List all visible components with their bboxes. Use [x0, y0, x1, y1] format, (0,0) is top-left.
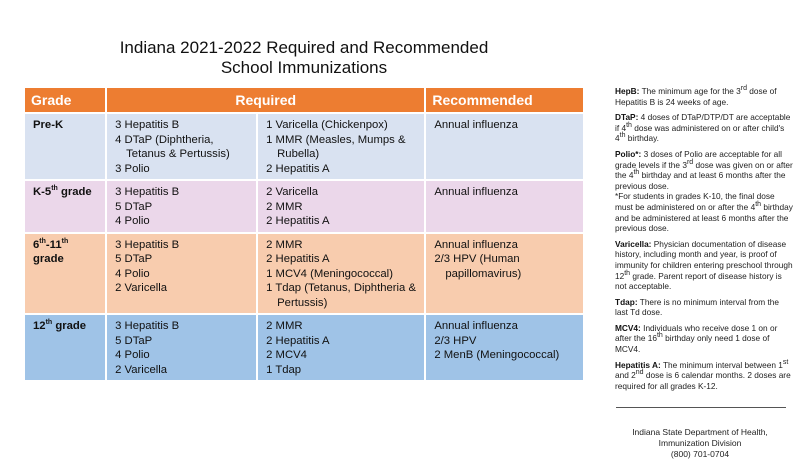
table-header-row: Grade Required Recommended [22, 86, 585, 114]
vaccine-item: 1 MMR (Measles, Mumps & Rubella) [266, 133, 406, 161]
vaccine-item: 2 Hepatitis A [266, 215, 330, 227]
vaccine-item: Annual influenza [434, 186, 518, 198]
footnote: Polio*: 3 doses of Polio are acceptable … [615, 148, 793, 234]
vaccine-item: 2 Hepatitis A [266, 162, 330, 175]
grade-cell: 12th grade [22, 313, 108, 382]
header-required: Required [105, 86, 427, 114]
header-grade: Grade [22, 86, 108, 114]
vaccine-item: 4 DTaP (Diphtheria, Tetanus & Pertussis) [115, 133, 230, 161]
footnote-label: DTaP: [615, 112, 639, 123]
vaccine-item: 2 Varicella [115, 282, 168, 294]
footer-line-2: Immunization Division [658, 438, 742, 448]
divider [616, 407, 786, 408]
vaccine-item: 4 Polio [115, 215, 150, 227]
vaccine-item: 2 MMR [266, 320, 303, 332]
vaccine-item: 5 DTaP [115, 200, 153, 213]
footer-line-1: Indiana State Department of Health, [632, 427, 768, 437]
required-cell: 3 Hepatitis B 4 DTaP (Diphtheria, Tetanus… [105, 112, 259, 181]
table-row: 12th grade 3 Hepatitis B 5 DTaP 4 Polio 2 Va… [22, 313, 585, 382]
vaccine-item: 3 Hepatitis B [115, 238, 180, 251]
required-cell: 3 Hepatitis B 5 DTaP 4 Polio 2 Varicella [105, 313, 259, 382]
footnote: DTaP: 4 doses of DTaP/DTP/DT are accepta… [615, 112, 791, 144]
vaccine-item: 3 Hepatitis B [115, 119, 180, 131]
footnote-label: Tdap: [615, 296, 638, 307]
footnote-label: Polio*: [615, 148, 642, 159]
vaccine-item: 4 Polio [115, 267, 150, 280]
vaccine-item: 2 MCV4 [266, 349, 307, 361]
vaccine-item: 3 Polio [115, 162, 150, 175]
footnote: Varicella: Physician documentation of di… [615, 238, 793, 292]
vaccine-item: 2/3 HPV [434, 334, 477, 347]
grade-cell: 6th-11th grade [22, 231, 108, 315]
page-title: Indiana 2021-2022 Required and Recommend… [23, 38, 585, 78]
footer: Indiana State Department of Health, Immu… [605, 427, 795, 460]
grade-cell: K-5th grade [22, 179, 108, 234]
required-cell: 3 Hepatitis B 5 DTaP 4 Polio 2 Varicella [105, 231, 259, 315]
footnote: Tdap: There is no minimum interval from … [615, 296, 779, 318]
footer-line-3: (800) 701-0704 [670, 449, 730, 459]
grade-cell: Pre-K [22, 112, 108, 181]
recommended-cell: Annual influenza 2/3 HPV (Human papilloma… [424, 231, 585, 315]
vaccine-item: 2 Varicella [115, 363, 168, 376]
recommended-cell: Annual influenza 2/3 HPV 2 MenB (Meningoco… [424, 313, 585, 382]
vaccine-item: 2 MenB (Meningococcal) [434, 349, 560, 361]
required-cell: 2 MMR 2 Hepatitis A 1 MCV4 (Meningococcal)… [256, 231, 427, 315]
vaccine-item: 3 Hepatitis B [115, 320, 180, 332]
vaccine-item: 2 Varicella [266, 186, 319, 198]
footnotes: HepB: The minimum age for the 3rd dose o… [615, 85, 793, 396]
footnote-label: Hepatitis A: [615, 359, 661, 370]
vaccine-item: 2/3 HPV (Human papillomavirus) [434, 253, 522, 280]
required-cell: 1 Varicella (Chickenpox) 1 MMR (Measles, … [256, 112, 427, 181]
vaccine-item: 2 Hepatitis A [266, 334, 330, 347]
recommended-cell: Annual influenza [424, 112, 585, 181]
table-row: K-5th grade 3 Hepatitis B 5 DTaP 4 Polio 2 V… [22, 179, 585, 234]
required-cell: 2 MMR 2 Hepatitis A 2 MCV4 1 Tdap [256, 313, 427, 382]
required-cell: 3 Hepatitis B 5 DTaP 4 Polio [105, 179, 259, 234]
immunization-table: Grade Required Recommended Pre-K 3 Hepati… [22, 86, 585, 382]
table-row: 6th-11th grade 3 Hepatitis B 5 DTaP 4 Polio… [22, 231, 585, 315]
footnote-label: Varicella: [615, 238, 652, 249]
vaccine-item: 1 Tdap (Tetanus, Diphtheria & Pertussis) [266, 282, 417, 309]
vaccine-item: 5 DTaP [115, 253, 153, 265]
vaccine-item: 3 Hepatitis B [115, 186, 180, 198]
vaccine-item: 1 Varicella (Chickenpox) [266, 119, 388, 131]
vaccine-item: 1 Tdap [266, 363, 302, 376]
vaccine-item: 2 Hepatitis A [266, 253, 330, 265]
footnote-label: HepB: [615, 86, 640, 96]
footnote: MCV4: Individuals who receive dose 1 on … [615, 322, 778, 355]
vaccine-item: 2 MMR [266, 200, 303, 213]
title-line-2: School Immunizations [220, 58, 388, 77]
title-line-1: Indiana 2021-2022 Required and Recommend… [119, 38, 489, 57]
header-recommended: Recommended [424, 86, 585, 114]
required-cell: 2 Varicella 2 MMR 2 Hepatitis A [256, 179, 427, 234]
vaccine-item: Annual influenza [434, 119, 518, 131]
vaccine-item: Annual influenza [434, 320, 518, 332]
recommended-cell: Annual influenza [424, 179, 585, 234]
vaccine-item: 4 Polio [115, 349, 150, 361]
vaccine-item: 1 MCV4 (Meningococcal) [266, 267, 393, 280]
vaccine-item: 2 MMR [266, 238, 303, 251]
footnote-label: MCV4: [615, 322, 641, 333]
vaccine-item: Annual influenza [434, 238, 518, 251]
footnote: HepB: The minimum age for the 3rd dose o… [615, 85, 777, 107]
footnote: Hepatitis A: The minimum interval betwee… [615, 358, 791, 391]
vaccine-item: 5 DTaP [115, 334, 153, 347]
table-row: Pre-K 3 Hepatitis B 4 DTaP (Diphtheria, Te… [22, 112, 585, 181]
